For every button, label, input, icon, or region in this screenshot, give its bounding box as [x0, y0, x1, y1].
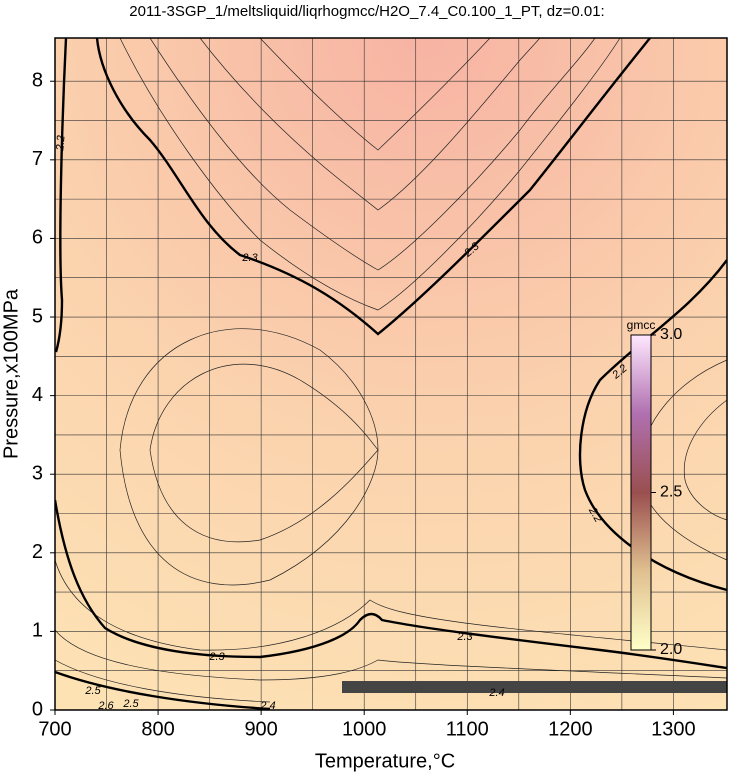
y-tick-label: 6: [32, 227, 43, 249]
x-tick-label: 800: [141, 718, 174, 740]
x-tick-label: 1000: [342, 718, 387, 740]
chart-title: 2011-3SGP_1/meltsliquid/liqrhogmcc/H2O_7…: [129, 3, 604, 20]
contour-line: [55, 659, 271, 703]
plot-frame: [54, 37, 728, 711]
contour-label: 2.3: [456, 631, 473, 643]
contour-label: 2.5: [84, 685, 101, 697]
plot-background: [55, 38, 727, 710]
contour-line: [55, 38, 68, 353]
contour-line: [95, 38, 651, 336]
y-tick-label: 3: [32, 462, 43, 484]
y-tick-label: 0: [32, 698, 43, 720]
contour-band: [342, 681, 727, 693]
x-tick-label: 1100: [446, 718, 489, 740]
colorbar-label: gmcc: [627, 318, 656, 332]
y-tick-label: 2: [32, 541, 43, 563]
contour-line: [199, 38, 541, 211]
contour-label: 2.3: [241, 252, 258, 264]
contour-line: [55, 629, 727, 681]
contour-line: [149, 38, 596, 271]
contour-label: 2.5: [122, 698, 139, 710]
y-tick-label: 7: [32, 148, 43, 170]
x-tick-label: 1200: [548, 718, 593, 740]
x-tick-label: 900: [244, 718, 277, 740]
y-tick-label: 4: [32, 384, 43, 406]
grid: [54, 38, 727, 711]
contour-label: 2.4: [488, 687, 504, 699]
contour-label: 2.6: [97, 700, 114, 712]
y-axis-label: Pressure,x100MPa: [0, 288, 22, 459]
contour-line: [55, 559, 727, 651]
contour-line: [119, 38, 621, 311]
contour-label: 2.3: [208, 651, 225, 663]
y-tick-label: 5: [32, 305, 43, 327]
contour-line: [683, 399, 727, 521]
y-tick-label: 8: [32, 70, 43, 92]
colorbar-tick-label: 2.0: [660, 641, 682, 658]
contour-line: [119, 328, 379, 586]
colorbar-tick-label: 3.0: [660, 326, 682, 343]
contour-line: [55, 499, 727, 670]
contour-line: [55, 670, 271, 710]
contour-label: 2.2: [54, 135, 67, 152]
contour-line: [259, 38, 491, 151]
y-tick-label: 1: [32, 620, 43, 642]
colorbar: [630, 334, 652, 651]
x-axis-label: Temperature,°C: [315, 750, 455, 772]
x-tick-label: 700: [38, 718, 71, 740]
contour-label: 2.4: [259, 700, 275, 712]
x-tick-label: 1300: [651, 718, 696, 740]
colorbar-tick-label: 2.5: [660, 484, 682, 501]
